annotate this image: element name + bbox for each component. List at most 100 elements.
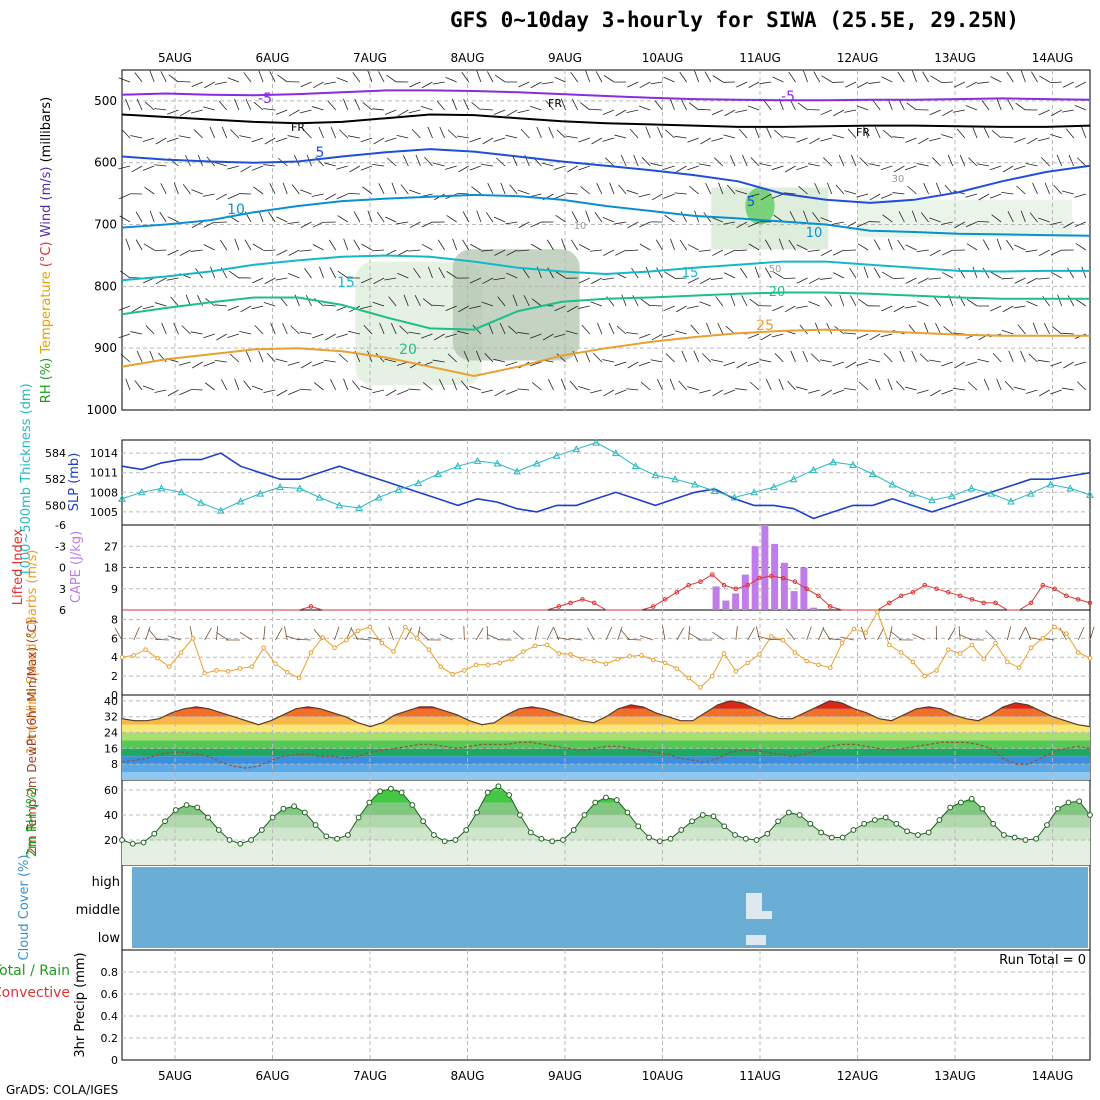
lifted-index-point (745, 582, 750, 588)
wind-barb (1026, 277, 1038, 284)
precip-tick-label: 0.4 (101, 1010, 119, 1023)
lifted-index-point (556, 604, 562, 609)
wind-barb-10m (167, 635, 182, 641)
thickness-point (335, 501, 344, 509)
wind-barb (723, 389, 736, 395)
wind-barb (911, 210, 917, 223)
wind-barb (796, 244, 808, 251)
wind-barb (1043, 323, 1050, 335)
wind-barb (874, 378, 881, 391)
wind-barb (928, 359, 941, 363)
wind-speed-point (686, 675, 691, 681)
wind-barb (580, 186, 591, 195)
wind-barb (784, 305, 796, 313)
wind-barb (784, 165, 796, 173)
wind-barb (505, 221, 518, 225)
pressure-tick-label: 500 (94, 94, 117, 108)
wind-barb (360, 137, 373, 143)
wind-barb (959, 154, 966, 167)
date-label-top: 11AUG (739, 51, 781, 65)
rh-point (689, 818, 695, 825)
wind-barb (972, 266, 978, 279)
wind-speed-point (662, 660, 668, 666)
wind-barb (130, 135, 143, 139)
wind-speed-point (1028, 645, 1034, 651)
rh-band (122, 815, 1090, 828)
wind-barb (856, 105, 869, 111)
wind-barb (868, 358, 881, 363)
wind-barb (203, 333, 215, 339)
wind-barb (947, 154, 954, 167)
rh-point (495, 783, 502, 790)
wind-barb (299, 249, 312, 252)
wind-speed-point (804, 658, 809, 664)
wind-barb (269, 183, 276, 195)
wind-barb (143, 277, 155, 284)
wind-barb (348, 330, 360, 335)
wind-barb (747, 333, 760, 339)
date-label-top: 6AUG (256, 51, 290, 65)
wind-barb (594, 212, 603, 223)
wind-barb (990, 305, 1002, 312)
wind-barb (704, 71, 712, 83)
pressure-tick-label: 700 (94, 218, 117, 232)
wind-barb (251, 385, 264, 391)
wind-barb (912, 70, 917, 83)
wind-barb (618, 184, 627, 195)
wind-barb (190, 249, 203, 252)
lifted-index-point (780, 575, 786, 581)
wind-barb-10m (840, 636, 854, 641)
wind-barb (154, 108, 167, 111)
wind-barb (363, 324, 373, 335)
wind-barb (996, 238, 1002, 251)
wind-barb (166, 277, 179, 281)
wind-barb (738, 128, 748, 139)
wind-barb (178, 81, 191, 83)
wind-barb (990, 76, 1002, 83)
wind-barb-10m (133, 626, 140, 641)
wind-barb (845, 81, 857, 88)
wind-barb (288, 389, 300, 396)
wind-barb (603, 75, 615, 83)
wind-barb-10m (556, 636, 571, 641)
wind-barb (337, 270, 349, 279)
date-label-bottom: 12AUG (837, 1069, 879, 1083)
wind-barb (288, 109, 300, 117)
isotherm-15 (121, 254, 1090, 282)
wind-barb (651, 193, 663, 201)
wind-barb (214, 304, 227, 307)
wind-barb (470, 243, 482, 251)
rh-point (1076, 798, 1083, 805)
wind-barb (268, 211, 276, 223)
precip-tick-label: 0.6 (101, 988, 119, 1001)
wind-barb (414, 295, 421, 307)
wind-barb-10m (263, 626, 266, 641)
wind-barb (880, 333, 893, 338)
wind-barb (620, 154, 627, 167)
wind-barb (640, 298, 651, 307)
li-tick-label: -6 (55, 519, 66, 532)
wind-barb (179, 389, 191, 396)
wind-speed-point (225, 669, 231, 674)
wind-barb (494, 389, 506, 397)
wind-barb (651, 333, 663, 341)
wind-barb (868, 81, 881, 84)
thickness-tick-label: 582 (45, 473, 66, 486)
cape-bar (712, 586, 720, 610)
wind-barb (227, 193, 240, 200)
rh-point (990, 820, 997, 827)
rh-point (753, 837, 760, 843)
wind-barb-10m (587, 627, 595, 641)
thickness-point (651, 471, 660, 479)
wind-barb (715, 296, 724, 307)
wind-barb (149, 70, 155, 83)
wind-barb (977, 81, 990, 84)
wind-barb-10m (688, 632, 701, 641)
wind-barb-10m (296, 638, 311, 641)
wind-barb (916, 163, 929, 167)
lifted-index-point (1052, 586, 1057, 592)
rh-tick-label: 60 (104, 784, 118, 797)
rh-point (441, 838, 448, 845)
lifted-index-point (591, 600, 597, 606)
wind-barb (493, 277, 506, 281)
